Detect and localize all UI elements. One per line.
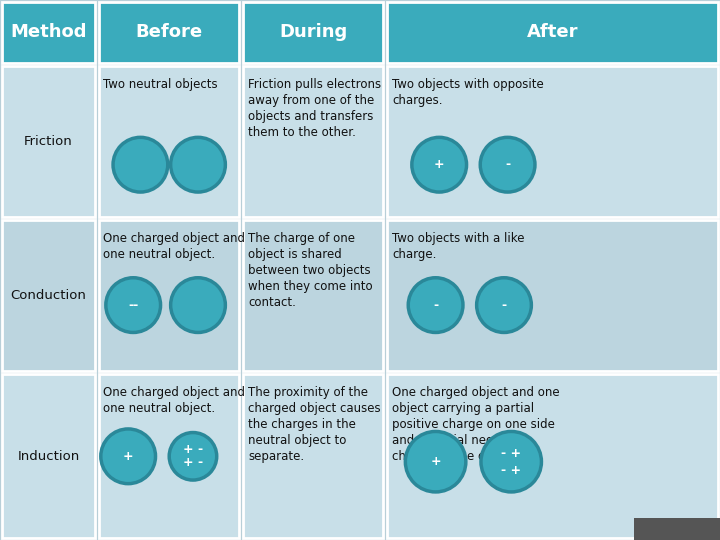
Text: -: - — [505, 158, 510, 171]
Text: Before: Before — [135, 23, 203, 42]
Ellipse shape — [480, 137, 535, 192]
Ellipse shape — [412, 137, 467, 192]
Text: One charged object and one
object carrying a partial
positive charge on one side: One charged object and one object carryi… — [392, 386, 560, 463]
Ellipse shape — [171, 137, 225, 192]
Text: Two objects with opposite
charges.: Two objects with opposite charges. — [392, 78, 544, 107]
Ellipse shape — [106, 278, 161, 333]
Ellipse shape — [113, 137, 168, 192]
Text: +: + — [123, 450, 133, 463]
Text: Two objects with a like
charge.: Two objects with a like charge. — [392, 232, 525, 261]
Bar — [2, 220, 95, 371]
Text: + -: + - — [183, 456, 203, 469]
Text: After: After — [527, 23, 578, 42]
Text: --: -- — [128, 299, 138, 312]
Ellipse shape — [171, 278, 225, 333]
Text: One charged object and
one neutral object.: One charged object and one neutral objec… — [103, 232, 245, 261]
Text: Friction pulls electrons
away from one of the
objects and transfers
them to the : Friction pulls electrons away from one o… — [248, 78, 382, 139]
Text: Induction: Induction — [17, 450, 80, 463]
Bar — [387, 66, 718, 217]
Ellipse shape — [101, 429, 156, 484]
Bar — [99, 374, 239, 538]
Text: - +: - + — [501, 464, 521, 477]
Bar — [387, 374, 718, 538]
Bar — [2, 374, 95, 538]
Bar — [387, 220, 718, 371]
Text: -: - — [433, 299, 438, 312]
Text: +: + — [434, 158, 444, 171]
Bar — [99, 2, 239, 63]
Bar — [243, 220, 383, 371]
Text: During: During — [279, 23, 347, 42]
Ellipse shape — [408, 278, 463, 333]
Bar — [243, 2, 383, 63]
Ellipse shape — [477, 278, 531, 333]
Bar — [2, 2, 95, 63]
Ellipse shape — [169, 433, 217, 480]
Text: + -: + - — [183, 443, 203, 456]
Text: - +: - + — [501, 447, 521, 460]
Text: Conduction: Conduction — [11, 289, 86, 302]
Bar — [243, 66, 383, 217]
Bar — [99, 220, 239, 371]
Bar — [634, 518, 720, 540]
Ellipse shape — [405, 431, 466, 492]
Ellipse shape — [481, 431, 541, 492]
Text: One charged object and
one neutral object.: One charged object and one neutral objec… — [103, 386, 245, 415]
Bar — [2, 66, 95, 217]
Text: -: - — [501, 299, 507, 312]
Bar — [99, 66, 239, 217]
Bar — [243, 374, 383, 538]
Text: Friction: Friction — [24, 135, 73, 148]
Text: The charge of one
object is shared
between two objects
when they come into
conta: The charge of one object is shared betwe… — [248, 232, 373, 309]
Text: Two neutral objects: Two neutral objects — [103, 78, 217, 91]
Text: Method: Method — [10, 23, 87, 42]
Bar — [387, 2, 718, 63]
Text: +: + — [431, 455, 441, 468]
Text: The proximity of the
charged object causes
the charges in the
neutral object to
: The proximity of the charged object caus… — [248, 386, 381, 463]
